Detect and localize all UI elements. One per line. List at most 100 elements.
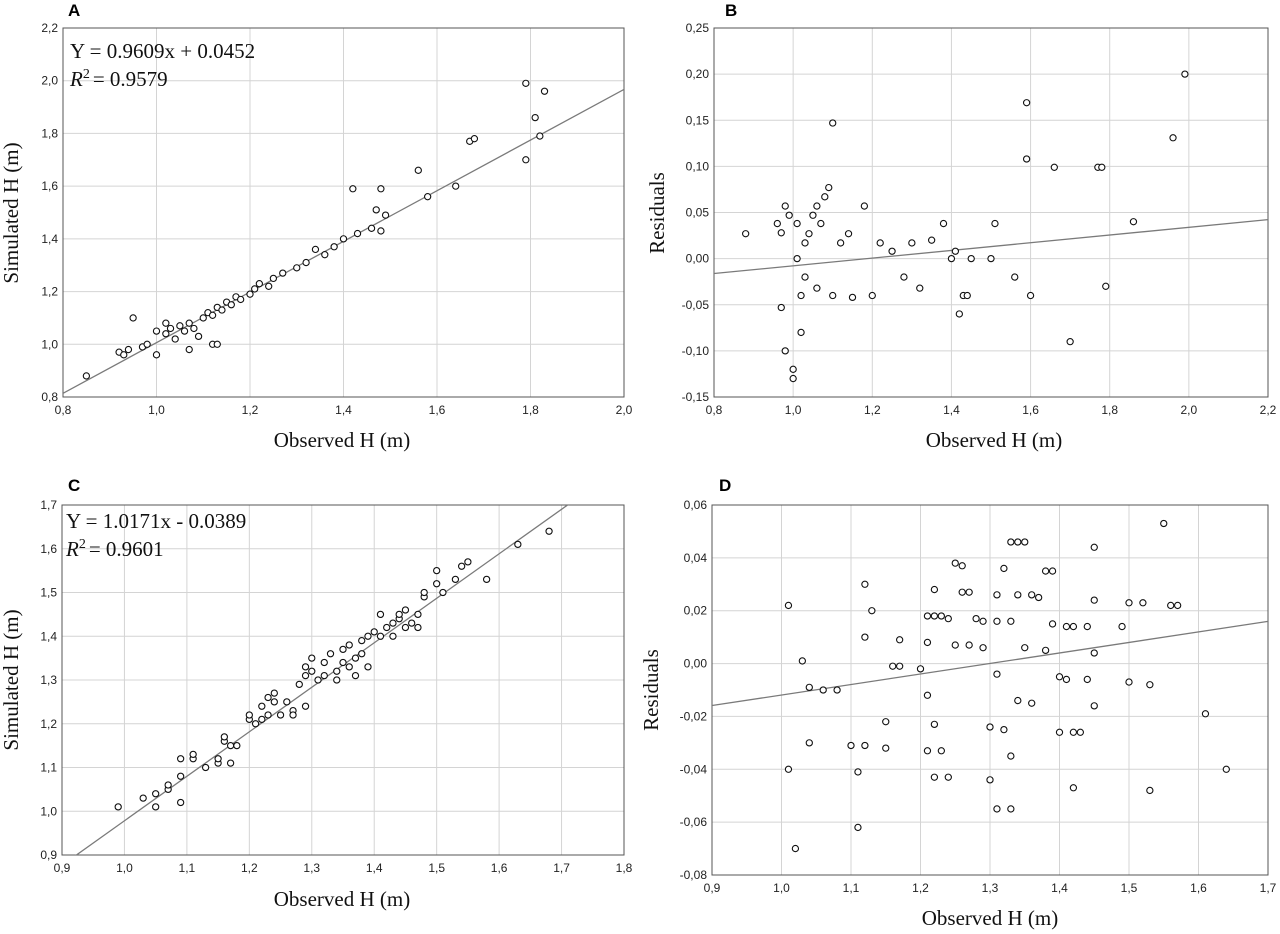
- data-point: [1102, 282, 1110, 290]
- data-point: [364, 663, 372, 671]
- r-squared-exponent: 2: [79, 537, 86, 552]
- data-point: [1146, 681, 1154, 689]
- data-point: [345, 663, 353, 671]
- data-point: [1169, 134, 1177, 142]
- data-point: [176, 755, 185, 763]
- data-point: [351, 671, 360, 680]
- data-point: [201, 763, 210, 772]
- x-tick-label: 0,9: [704, 881, 721, 895]
- data-point: [326, 650, 335, 658]
- data-point: [825, 183, 833, 192]
- plot-frame: [61, 504, 625, 856]
- data-point: [993, 591, 1001, 599]
- y-axis-label: Residuals: [645, 172, 669, 254]
- data-point: [264, 693, 272, 702]
- data-point: [784, 601, 793, 610]
- data-point: [320, 658, 328, 667]
- data-point: [482, 575, 491, 584]
- data-point: [844, 230, 853, 238]
- x-tick-label: 1,0: [773, 881, 790, 895]
- data-point: [423, 193, 432, 201]
- y-tick-label: 1,3: [40, 673, 57, 687]
- data-point: [773, 219, 781, 228]
- data-point: [1129, 218, 1138, 226]
- data-point: [963, 291, 971, 300]
- y-tick-label: 1,4: [41, 232, 58, 246]
- data-point: [190, 324, 198, 333]
- data-point: [433, 566, 441, 575]
- data-point: [251, 720, 260, 728]
- data-point: [993, 670, 1001, 678]
- x-tick-label: 1,0: [148, 403, 165, 417]
- data-point: [742, 230, 750, 238]
- x-tick-label: 1,8: [1101, 403, 1118, 417]
- data-point: [848, 293, 857, 302]
- data-point: [401, 623, 410, 632]
- x-tick-label: 1,4: [1051, 881, 1068, 895]
- data-point: [1022, 99, 1031, 107]
- data-point: [1066, 337, 1074, 346]
- data-point: [979, 617, 987, 625]
- data-point: [358, 650, 366, 658]
- data-point: [339, 658, 347, 667]
- data-point: [882, 718, 890, 726]
- data-point: [189, 750, 197, 759]
- data-point: [791, 844, 800, 853]
- data-point: [531, 113, 539, 122]
- data-point: [258, 702, 266, 710]
- data-point: [464, 558, 472, 566]
- regression-equation: Y = 1.0171x - 0.0389: [66, 509, 246, 533]
- data-point: [951, 641, 959, 649]
- regression-line: [712, 620, 1268, 707]
- x-tick-label: 0,9: [54, 861, 71, 875]
- x-tick-label: 2,2: [1260, 403, 1277, 417]
- y-axis-label: Simulated H (m): [0, 609, 23, 750]
- data-point: [809, 211, 817, 219]
- data-point: [279, 269, 287, 277]
- x-tick-label: 1,7: [553, 861, 570, 875]
- y-tick-label: 1,8: [41, 126, 58, 140]
- data-point: [333, 676, 341, 684]
- data-point: [470, 135, 479, 143]
- y-tick-label: 0,04: [684, 551, 708, 565]
- x-tick-label: 1,0: [116, 861, 133, 875]
- data-point: [958, 588, 966, 596]
- x-tick-label: 1,2: [241, 861, 258, 875]
- data-point: [801, 273, 809, 281]
- data-point: [813, 284, 821, 292]
- data-point: [789, 365, 797, 373]
- data-point: [364, 632, 372, 640]
- data-point: [218, 306, 226, 314]
- data-point: [1090, 702, 1098, 710]
- data-point: [358, 636, 366, 645]
- panel-letter: C: [68, 476, 80, 495]
- data-point: [1090, 543, 1098, 551]
- regression-equation: Y = 0.9609x + 0.0452: [70, 39, 255, 63]
- data-point: [1000, 725, 1008, 734]
- panel-b: 0,8 1,0 1,2 1,4 1,6 1,8 2,0 2,2 -0,15 -0,10 -0,05 0…: [645, 1, 1277, 452]
- data-point: [1062, 675, 1071, 684]
- x-tick-label: 1,2: [864, 403, 881, 417]
- data-point: [194, 332, 203, 341]
- data-point: [847, 741, 855, 750]
- data-point: [896, 636, 904, 644]
- y-tick-label: 0,15: [686, 113, 710, 127]
- y-tick-label: 0,8: [41, 390, 58, 404]
- y-tick-label: 1,1: [40, 761, 57, 775]
- data-point: [900, 273, 908, 281]
- data-point: [114, 803, 122, 811]
- data-point: [162, 330, 170, 338]
- x-tick-label: 1,2: [912, 881, 929, 895]
- data-point: [377, 227, 385, 235]
- data-point: [171, 335, 179, 343]
- data-point: [829, 119, 837, 127]
- data-point: [349, 185, 357, 193]
- data-point: [793, 254, 801, 263]
- data-point: [817, 219, 825, 228]
- data-point: [993, 617, 1001, 625]
- data-point: [226, 741, 235, 750]
- data-point: [785, 211, 793, 219]
- data-point: [888, 247, 896, 255]
- data-point: [283, 698, 291, 706]
- data-point: [923, 638, 932, 647]
